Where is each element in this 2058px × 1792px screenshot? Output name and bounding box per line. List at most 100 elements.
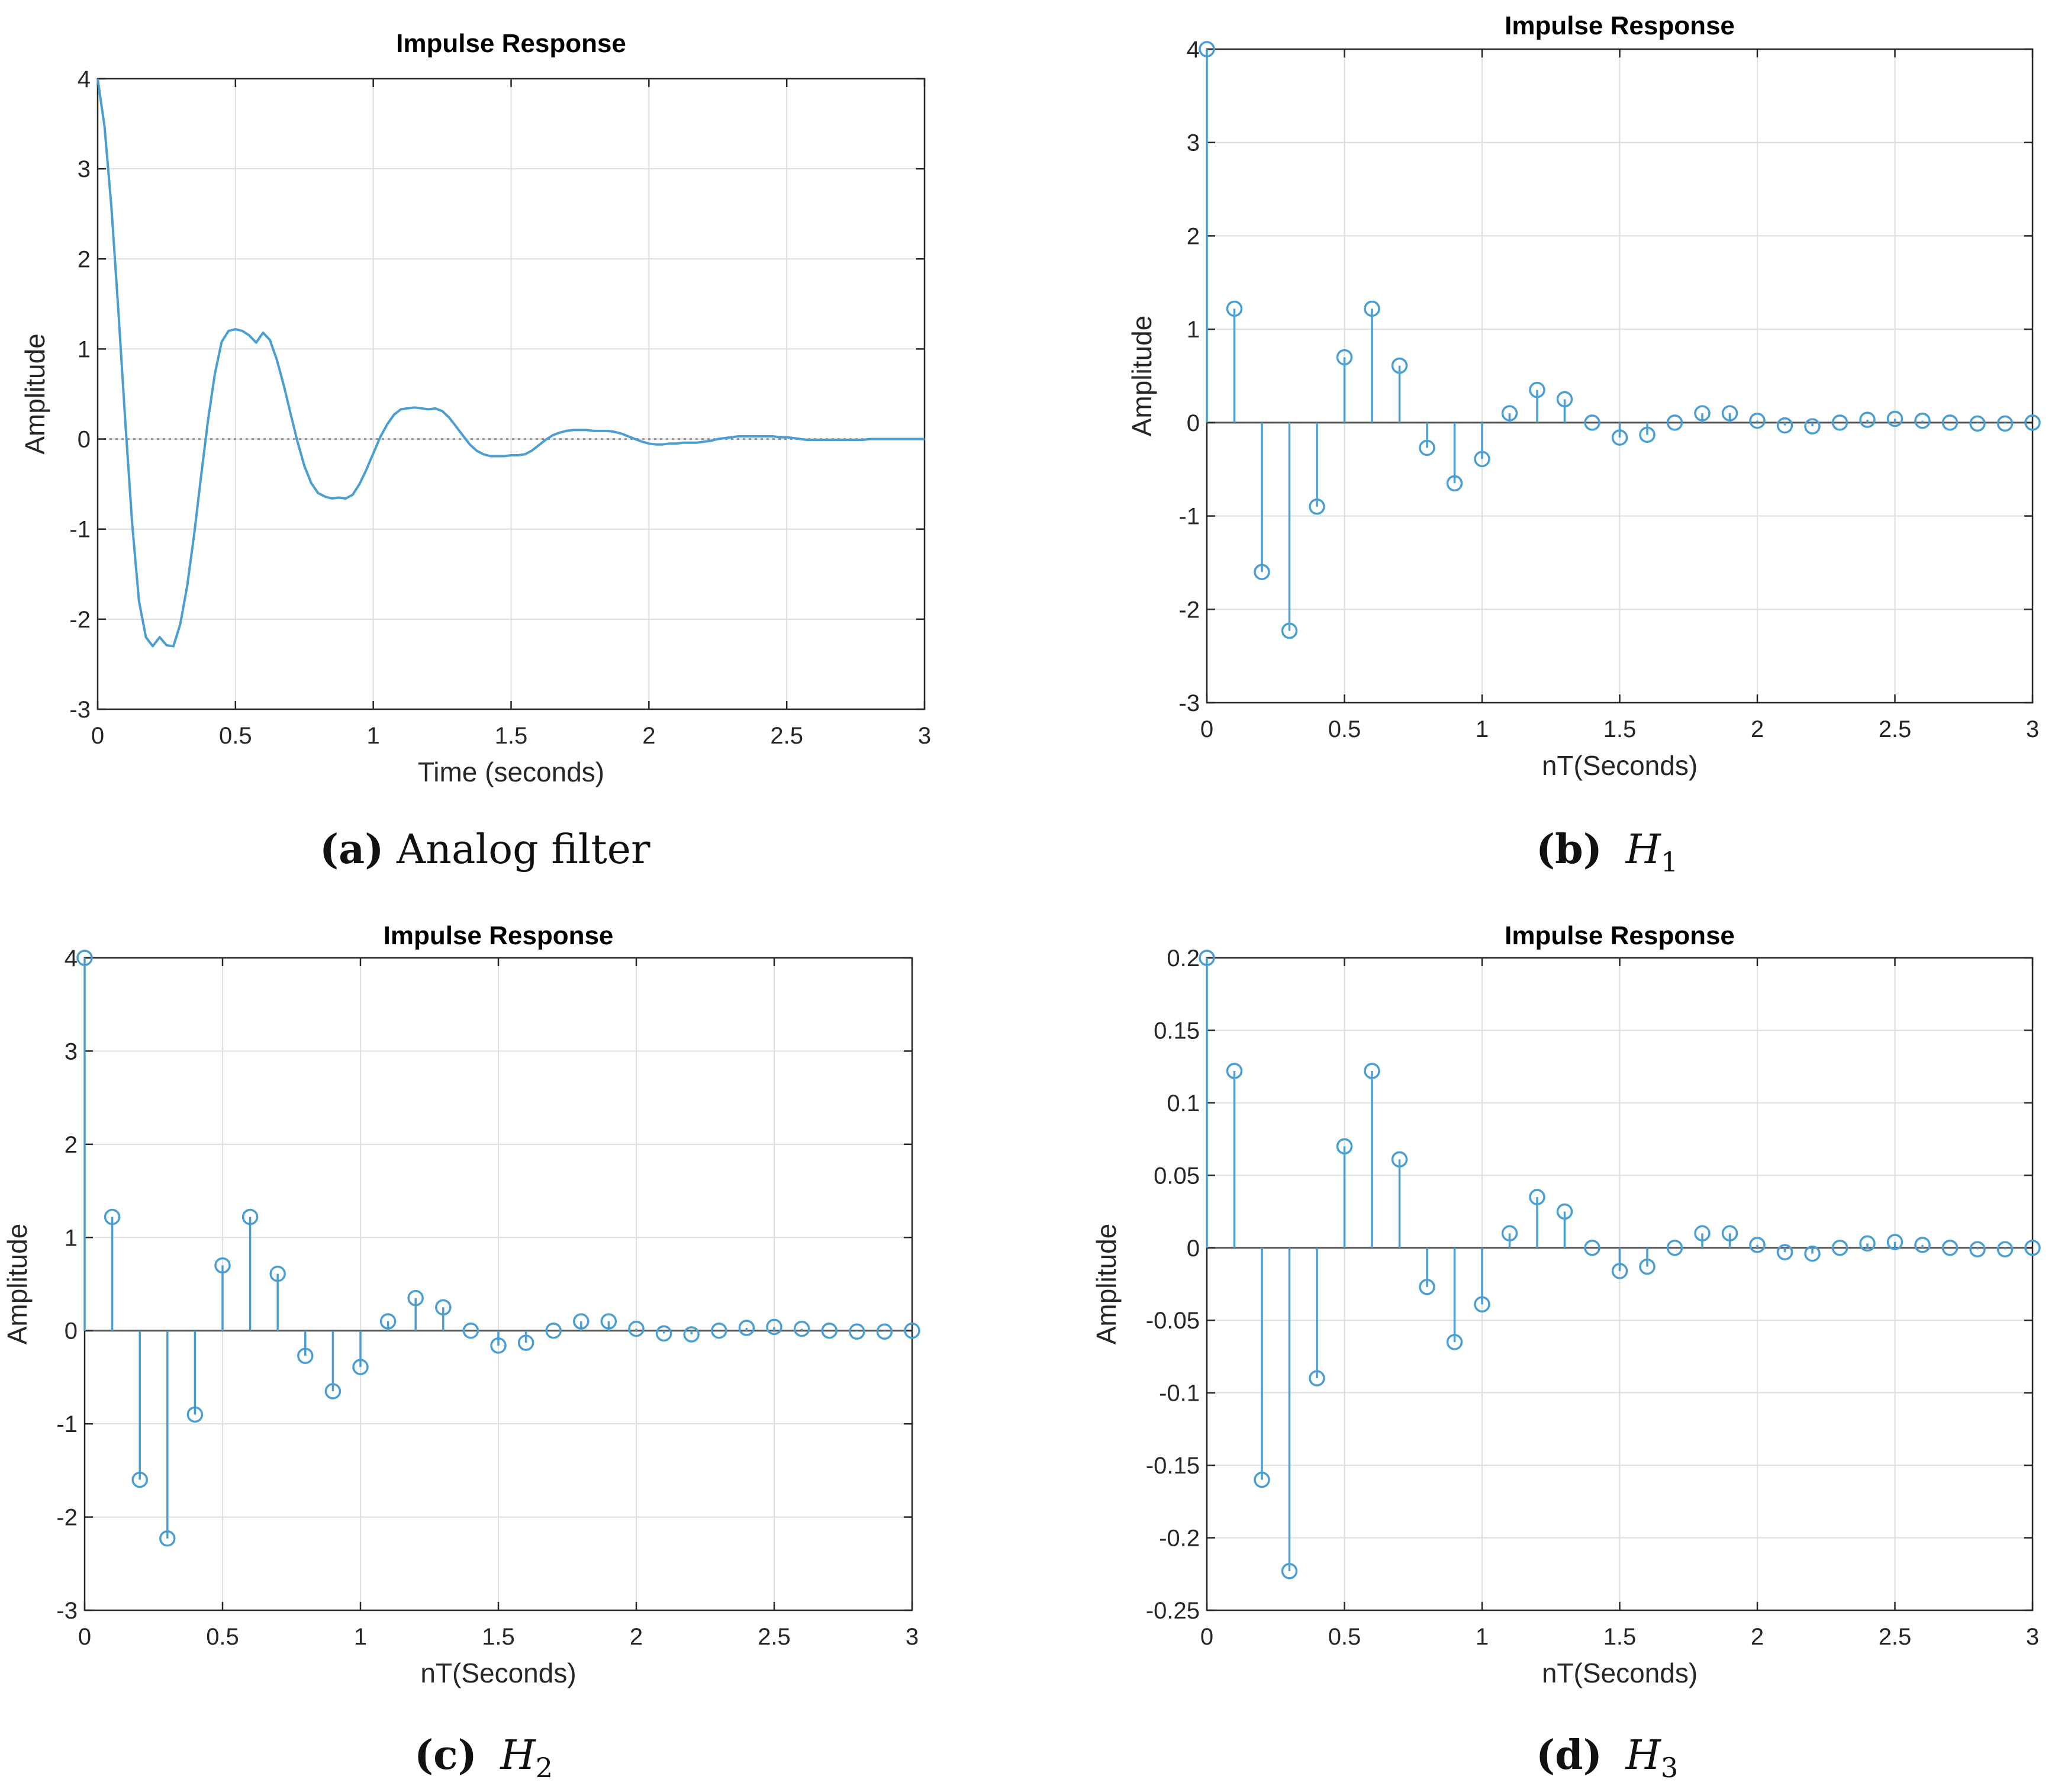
x-tick-label: 0.5 (206, 1624, 239, 1650)
stem-marker (1666, 414, 1683, 431)
caption-d-label: (d) (1536, 1732, 1602, 1779)
stem-marker (1721, 1225, 1738, 1242)
caption-b-label: (b) (1536, 826, 1602, 873)
caption-b: (b) H1 (1536, 826, 1678, 878)
stem-marker (1611, 1263, 1628, 1279)
y-tick-label: 0 (65, 1318, 78, 1344)
y-tick-label: -2 (56, 1505, 78, 1531)
y-tick-label: 0 (1187, 1236, 1200, 1262)
stem-marker (104, 1208, 121, 1225)
stem-marker (1474, 1296, 1490, 1313)
stem-marker (1529, 1189, 1545, 1205)
stem-marker (1694, 405, 1711, 422)
stem-marker (1226, 300, 1243, 317)
stem-marker (904, 1322, 920, 1339)
y-tick-label: 3 (78, 156, 91, 182)
stem-marker (1419, 439, 1435, 456)
x-axis-label: Time (seconds) (418, 757, 604, 787)
x-tick-label: 1.5 (1603, 716, 1637, 742)
y-tick-label: 0.2 (1167, 945, 1200, 971)
stem-marker (1364, 300, 1380, 317)
x-tick-label: 2.5 (770, 723, 803, 749)
chart-b: 0 0.5 1 1.5 2 2.5 3 -3 -2 -1 0 1 2 3 4 Impulse Response… (1126, 11, 2041, 781)
stem-marker (435, 1299, 452, 1316)
stem-marker (1666, 1240, 1683, 1256)
y-tick-label: -0.15 (1146, 1453, 1200, 1479)
x-tick-label: 0.5 (1328, 716, 1361, 742)
stem-marker (352, 1359, 369, 1375)
y-tick-label: -3 (1178, 690, 1200, 716)
x-tick-label: 0 (78, 1624, 91, 1650)
stem-marker (738, 1320, 755, 1336)
x-axis-label: nT(Seconds) (1542, 750, 1698, 781)
x-tick-label: 3 (2026, 716, 2039, 742)
stem-marker (1474, 451, 1490, 468)
y-tick-label: 2 (65, 1132, 78, 1158)
y-axis-label: Amplitude (2, 1224, 33, 1345)
stem-marker (1584, 414, 1600, 431)
x-tick-label: 3 (906, 1624, 919, 1650)
stem-marker (600, 1313, 617, 1330)
stem-marker (1749, 412, 1766, 429)
stem-marker (1914, 412, 1931, 429)
y-tick-label: 3 (65, 1038, 78, 1064)
stem-marker (517, 1334, 534, 1351)
stem-marker (1776, 417, 1793, 434)
x-tick-label: 2.5 (758, 1624, 791, 1650)
stem-marker (1199, 41, 1215, 57)
stem-marker (1694, 1225, 1711, 1242)
stem-marker (1969, 1241, 1986, 1257)
caption-c-subscript: 2 (535, 1752, 553, 1784)
x-axis-label: nT(Seconds) (1542, 1658, 1698, 1688)
y-tick-label: 1 (78, 336, 91, 362)
x-tick-label: 1 (1476, 716, 1489, 742)
y-tick-label: -0.25 (1146, 1598, 1200, 1624)
y-axis-label: Amplitude (1091, 1224, 1122, 1345)
y-tick-label: 3 (1187, 130, 1200, 156)
caption-c-symbol: H2 (500, 1732, 553, 1784)
y-axis-label: Amplitude (20, 333, 50, 455)
stem-marker (1776, 1244, 1793, 1260)
stem-marker (186, 1406, 204, 1423)
stem-marker (2024, 1240, 2041, 1256)
y-tick-label: 0.1 (1167, 1090, 1200, 1117)
stem-marker (1281, 622, 1298, 639)
stem-marker (131, 1471, 148, 1488)
stem-marker (324, 1383, 342, 1400)
stem-marker (1419, 1279, 1435, 1295)
stem-marker (490, 1337, 507, 1354)
stem-marker (1226, 1063, 1243, 1079)
y-tick-label: 2 (78, 246, 91, 272)
stem-marker (462, 1322, 479, 1339)
x-tick-label: 1.5 (495, 723, 528, 749)
caption-b-symbol: H1 (1626, 826, 1679, 878)
chart-c: 0 0.5 1 1.5 2 2.5 3 -3 -2 -1 0 1 2 3 4 Impulse Response… (2, 921, 920, 1688)
x-tick-label: 2.5 (1879, 716, 1912, 742)
caption-b-subscript: 1 (1660, 846, 1679, 878)
x-tick-label: 2 (1751, 1624, 1764, 1650)
y-tick-label: 4 (65, 945, 78, 971)
stem-marker (407, 1289, 424, 1307)
stem-marker (1941, 414, 1959, 431)
stem-marker (1199, 950, 1215, 966)
stem-marker (821, 1322, 838, 1339)
x-tick-label: 2 (1751, 716, 1764, 742)
y-tick-label: 4 (1187, 37, 1200, 63)
stem-marker (1886, 410, 1904, 427)
y-tick-label: -1 (56, 1411, 78, 1437)
y-tick-label: -1 (1178, 504, 1200, 530)
stem-marker (1281, 1563, 1298, 1579)
x-tick-label: 0 (1200, 1624, 1213, 1650)
stem-marker (1996, 1241, 2014, 1257)
y-tick-label: 0 (1187, 410, 1200, 436)
caption-a-label: (a) (320, 826, 384, 873)
stem-marker (1831, 414, 1848, 431)
caption-c-label: (c) (414, 1732, 477, 1779)
y-tick-label: 4 (78, 66, 91, 92)
stem-marker (1886, 1234, 1904, 1250)
y-tick-label: 0 (78, 427, 91, 453)
stem-marker (241, 1208, 259, 1225)
stem-marker (1336, 349, 1353, 366)
stem-marker (297, 1347, 314, 1364)
